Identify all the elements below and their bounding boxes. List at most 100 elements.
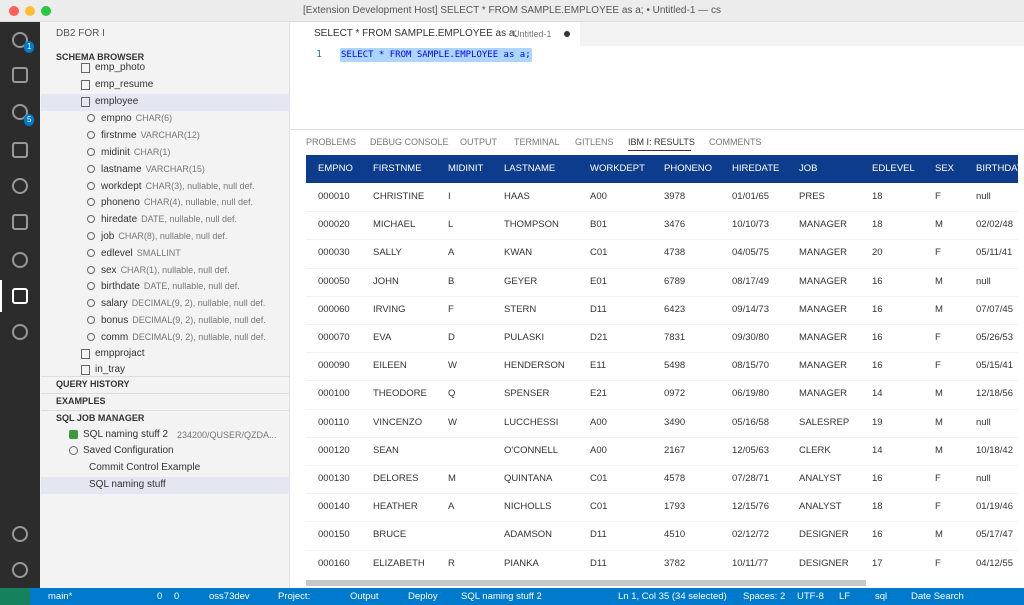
activity-icon[interactable] bbox=[12, 104, 28, 120]
tree-item[interactable]: firstnme VARCHAR(12) bbox=[101, 130, 200, 142]
tree-item[interactable]: edlevel SMALLINT bbox=[101, 247, 181, 259]
status-item[interactable]: Output bbox=[350, 591, 379, 602]
selection bbox=[340, 48, 532, 62]
activity-icon[interactable] bbox=[12, 67, 28, 83]
table-cell: 09/14/73 bbox=[732, 303, 769, 315]
status-item[interactable]: Project: bbox=[278, 591, 311, 602]
section-header[interactable]: SQL JOB MANAGER bbox=[56, 413, 145, 423]
column-header[interactable]: EMPNO bbox=[318, 163, 353, 174]
status-item[interactable]: Spaces: 2 bbox=[743, 591, 786, 602]
column-header[interactable]: MIDINIT bbox=[448, 163, 484, 174]
tree-item[interactable]: workdept CHAR(3), nullable, null def. bbox=[101, 180, 255, 192]
column-header[interactable]: SEX bbox=[935, 163, 955, 174]
tree-item[interactable]: empprojact bbox=[95, 347, 145, 359]
section-divider bbox=[41, 376, 290, 377]
activity-icon[interactable] bbox=[12, 252, 28, 268]
table-cell: SPENSER bbox=[504, 388, 550, 400]
tree-item[interactable]: hiredate DATE, nullable, null def. bbox=[101, 214, 238, 226]
panel-tab[interactable]: DEBUG CONSOLE bbox=[370, 137, 449, 147]
tree-item[interactable]: SQL naming stuff bbox=[89, 479, 166, 490]
minimize-button[interactable] bbox=[25, 6, 35, 16]
table-cell: 3490 bbox=[664, 416, 686, 428]
status-item[interactable]: main* bbox=[48, 591, 73, 602]
row-divider bbox=[306, 211, 1018, 213]
column-header[interactable]: FIRSTNME bbox=[373, 163, 422, 174]
activity-icon[interactable] bbox=[12, 324, 28, 340]
table-cell: 07/28/71 bbox=[732, 473, 769, 484]
status-item[interactable]: 0 bbox=[157, 591, 163, 602]
section-header[interactable]: EXAMPLES bbox=[56, 396, 106, 406]
table-cell: ANALYST bbox=[799, 473, 842, 484]
status-item[interactable]: Date Search bbox=[911, 591, 964, 602]
panel-tab[interactable]: COMMENTS bbox=[709, 137, 762, 147]
tree-item[interactable]: lastname VARCHAR(15) bbox=[101, 163, 205, 175]
tree-item[interactable]: sex CHAR(1), nullable, null def. bbox=[101, 264, 230, 276]
activity-icon[interactable] bbox=[12, 526, 28, 542]
table-cell: null bbox=[976, 191, 991, 202]
table-cell: EILEEN bbox=[373, 360, 407, 372]
status-item[interactable]: Deploy bbox=[408, 591, 438, 602]
table-cell: MICHAEL bbox=[373, 219, 416, 231]
tree-item[interactable]: comm DECIMAL(9, 2), nullable, null def. bbox=[101, 331, 266, 343]
column-header[interactable]: WORKDEPT bbox=[590, 163, 645, 174]
section-header[interactable]: QUERY HISTORY bbox=[56, 379, 130, 389]
column-header[interactable]: BIRTHDATE bbox=[976, 163, 1018, 174]
tree-item[interactable]: empno CHAR(6) bbox=[101, 113, 173, 125]
panel-tab[interactable]: OUTPUT bbox=[460, 137, 497, 147]
tree-item[interactable]: birthdate DATE, nullable, null def. bbox=[101, 281, 240, 293]
activity-icon[interactable] bbox=[12, 178, 28, 194]
tree-item[interactable]: SQL naming stuff 2 bbox=[83, 429, 169, 440]
tree-item[interactable]: emp_photo bbox=[95, 62, 146, 73]
column-icon bbox=[87, 299, 95, 308]
column-type: DATE, nullable, null def. bbox=[141, 214, 238, 225]
column-header[interactable]: JOB bbox=[799, 163, 818, 174]
activity-icon[interactable] bbox=[12, 32, 28, 48]
tree-item[interactable]: employee bbox=[95, 95, 139, 107]
table-cell: M bbox=[448, 473, 456, 484]
panel-tab[interactable]: PROBLEMS bbox=[306, 137, 357, 147]
editor-tab-title[interactable]: SELECT * FROM SAMPLE.EMPLOYEE as a; bbox=[314, 28, 518, 39]
active-tab[interactable] bbox=[290, 22, 580, 46]
status-item[interactable]: sql bbox=[875, 591, 888, 602]
status-item[interactable]: UTF-8 bbox=[797, 591, 824, 602]
activity-icon[interactable] bbox=[12, 288, 28, 304]
activity-icon[interactable] bbox=[12, 562, 28, 578]
tree-item[interactable]: salary DECIMAL(9, 2), nullable, null def. bbox=[101, 298, 266, 310]
selected-row bbox=[41, 477, 290, 494]
column-header[interactable]: HIREDATE bbox=[732, 163, 780, 174]
status-item[interactable]: 0 bbox=[174, 591, 180, 602]
column-type: DECIMAL(9, 2), nullable, null def. bbox=[132, 331, 266, 342]
tree-item[interactable]: job CHAR(8), nullable, null def. bbox=[101, 231, 228, 242]
table-cell: C01 bbox=[590, 473, 608, 484]
activity-icon[interactable] bbox=[12, 214, 28, 230]
column-header[interactable]: LASTNAME bbox=[504, 163, 556, 174]
scrollbar[interactable] bbox=[306, 580, 866, 586]
status-item[interactable]: SQL naming stuff 2 bbox=[461, 591, 542, 602]
table-cell: PIANKA bbox=[504, 557, 539, 569]
table-cell: L bbox=[448, 219, 454, 231]
panel-tab[interactable]: IBM I: RESULTS bbox=[628, 137, 695, 147]
column-header[interactable]: EDLEVEL bbox=[872, 163, 915, 174]
panel-tab[interactable]: TERMINAL bbox=[514, 137, 560, 147]
tree-item[interactable]: midinit CHAR(1) bbox=[101, 147, 171, 158]
tree-item[interactable]: emp_resume bbox=[95, 78, 154, 90]
table-cell: E11 bbox=[590, 360, 607, 372]
tree-item[interactable]: Saved Configuration bbox=[83, 445, 174, 456]
panel-tab[interactable]: GITLENS bbox=[575, 137, 614, 147]
table-cell: 16 bbox=[872, 473, 883, 484]
tree-item[interactable]: phoneno CHAR(4), nullable, null def. bbox=[101, 197, 253, 209]
maximize-button[interactable] bbox=[41, 6, 51, 16]
tree-item[interactable]: bonus DECIMAL(9, 2), nullable, null def. bbox=[101, 315, 266, 326]
table-cell: 12/15/76 bbox=[732, 501, 769, 513]
tree-item[interactable]: in_tray bbox=[95, 364, 126, 376]
status-item[interactable]: LF bbox=[839, 591, 851, 602]
remote-indicator[interactable] bbox=[0, 588, 30, 605]
status-item[interactable]: oss73dev bbox=[209, 591, 250, 602]
table-icon bbox=[81, 63, 90, 73]
section-header[interactable]: SCHEMA BROWSER bbox=[56, 52, 145, 62]
tree-item[interactable]: Commit Control Example bbox=[89, 462, 201, 473]
column-header[interactable]: PHONENO bbox=[664, 163, 713, 174]
activity-icon[interactable] bbox=[12, 142, 28, 158]
close-button[interactable] bbox=[9, 6, 19, 16]
status-item[interactable]: Ln 1, Col 35 (34 selected) bbox=[618, 591, 727, 602]
